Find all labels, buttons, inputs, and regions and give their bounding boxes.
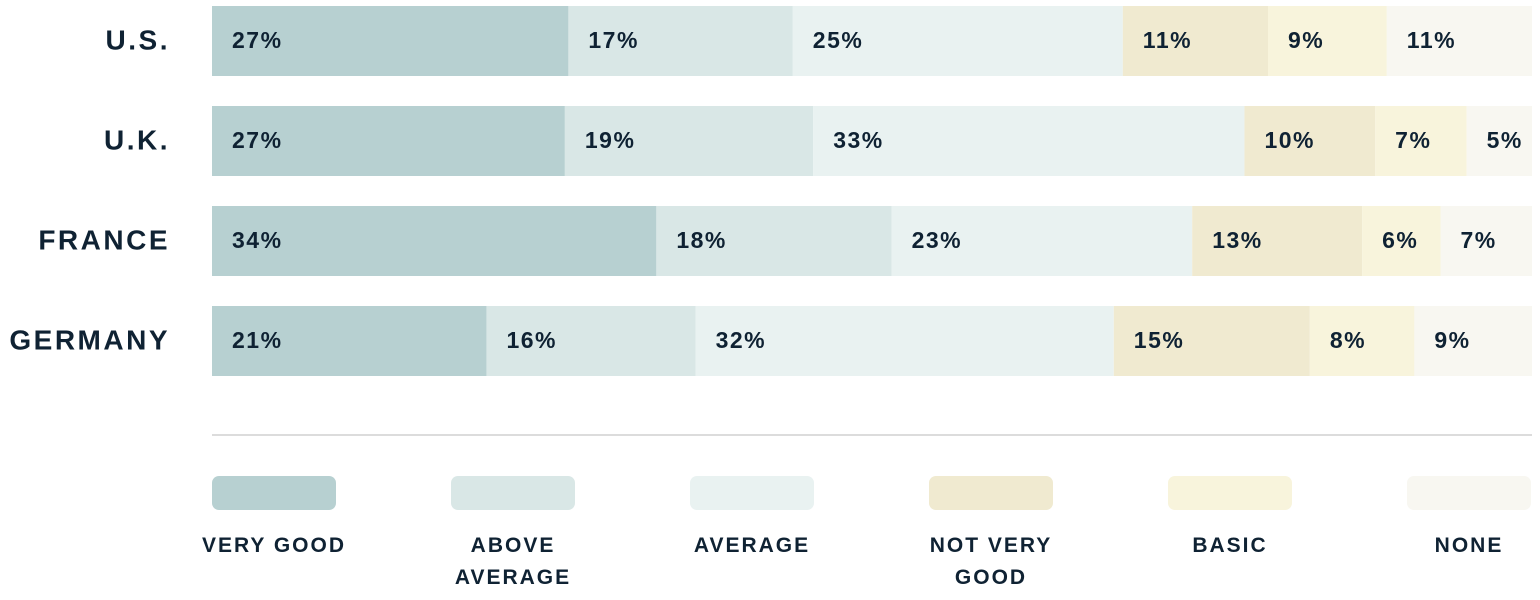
value-label: 16% <box>506 327 557 353</box>
bar-segment <box>1268 6 1387 76</box>
value-label: 9% <box>1288 27 1324 53</box>
value-label: 5% <box>1487 127 1523 153</box>
bar-segment <box>568 6 793 76</box>
bar-segment <box>813 106 1245 176</box>
bar-segment <box>1375 106 1467 176</box>
value-label: 18% <box>676 227 727 253</box>
legend-label: NONE <box>1434 534 1504 557</box>
bar-segment <box>1192 206 1363 276</box>
bar-segment <box>486 306 696 376</box>
bar-segment <box>1414 306 1532 376</box>
bar-segment <box>1386 6 1532 76</box>
bar-segment <box>1309 306 1415 376</box>
value-label: 13% <box>1212 227 1263 253</box>
legend-swatch <box>1407 476 1531 510</box>
value-label: 11% <box>1143 27 1192 53</box>
bar-segment <box>564 106 814 176</box>
legend-label: BASIC <box>1192 534 1268 557</box>
legend-label: NOT VERY GOOD <box>929 534 1053 589</box>
value-label: 21% <box>232 327 283 353</box>
legend-swatch <box>1168 476 1292 510</box>
bar-segment <box>695 306 1114 376</box>
value-label: 6% <box>1382 227 1418 253</box>
bar-segment <box>212 206 657 276</box>
value-label: 19% <box>585 127 636 153</box>
value-label: 32% <box>716 327 767 353</box>
bar-segment <box>1244 106 1376 176</box>
category-label: FRANCE <box>38 224 170 255</box>
bar-segment <box>212 6 569 76</box>
legend-swatch <box>212 476 336 510</box>
value-label: 33% <box>833 127 884 153</box>
bar-segment <box>1440 206 1532 276</box>
legend-label: ABOVE AVERAGE <box>454 534 572 589</box>
category-label: GERMANY <box>9 324 170 355</box>
legend-swatch <box>451 476 575 510</box>
bar-segment <box>891 206 1193 276</box>
bar-segment <box>212 106 565 176</box>
value-label: 23% <box>912 227 963 253</box>
value-label: 7% <box>1395 127 1431 153</box>
bar-segment <box>1122 6 1268 76</box>
bar-segment <box>1362 206 1441 276</box>
value-label: 10% <box>1264 127 1315 153</box>
legend-swatch <box>690 476 814 510</box>
value-label: 9% <box>1434 327 1470 353</box>
value-label: 11% <box>1407 27 1456 53</box>
legend-label: VERY GOOD <box>201 534 347 557</box>
value-label: 15% <box>1134 327 1185 353</box>
bar-segment <box>212 306 487 376</box>
value-label: 34% <box>232 227 283 253</box>
value-label: 25% <box>813 27 864 53</box>
value-label: 7% <box>1461 227 1497 253</box>
value-label: 17% <box>588 27 639 53</box>
legend-label: AVERAGE <box>693 534 811 557</box>
bar-segment <box>1113 306 1310 376</box>
value-label: 8% <box>1330 327 1366 353</box>
bar-segment <box>1466 106 1532 176</box>
bar-segment <box>656 206 892 276</box>
bar-segment <box>792 6 1123 76</box>
category-label: U.S. <box>106 24 170 55</box>
category-label: U.K. <box>104 124 170 155</box>
value-label: 27% <box>232 127 283 153</box>
value-label: 27% <box>232 27 283 53</box>
legend-swatch <box>929 476 1053 510</box>
